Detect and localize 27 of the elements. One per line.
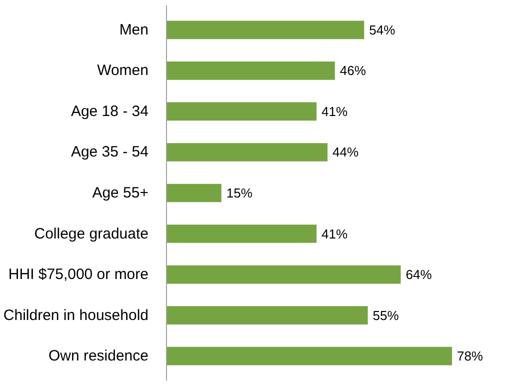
bar xyxy=(166,265,401,284)
bar xyxy=(166,20,364,40)
y-tick-label: HHI $75,000 or more xyxy=(8,266,149,284)
data-label: 46% xyxy=(340,63,366,78)
data-label: 41% xyxy=(322,104,348,119)
bar xyxy=(166,224,317,243)
y-tick-label: Women xyxy=(97,62,149,80)
bar xyxy=(166,346,452,366)
data-label: 55% xyxy=(372,308,400,323)
data-label: 54% xyxy=(369,22,396,38)
bar xyxy=(166,102,317,121)
y-tick-label: Men xyxy=(119,21,149,38)
bar xyxy=(166,306,368,324)
y-tick-label: Age 18 - 34 xyxy=(70,102,149,120)
y-tick-label: Age 55+ xyxy=(92,184,149,202)
data-label: 78% xyxy=(456,348,484,364)
y-tick-label: Children in household xyxy=(3,306,149,324)
y-tick-label: College graduate xyxy=(34,225,149,242)
bar xyxy=(166,184,222,202)
data-label: 15% xyxy=(226,186,253,200)
data-label: 44% xyxy=(332,144,359,160)
data-label: 41% xyxy=(322,226,348,242)
bar xyxy=(166,62,335,80)
bar xyxy=(166,143,328,162)
data-label: 64% xyxy=(406,267,432,282)
y-tick-label: Own residence xyxy=(48,348,149,365)
y-tick-label: Age 35 - 54 xyxy=(70,144,149,161)
